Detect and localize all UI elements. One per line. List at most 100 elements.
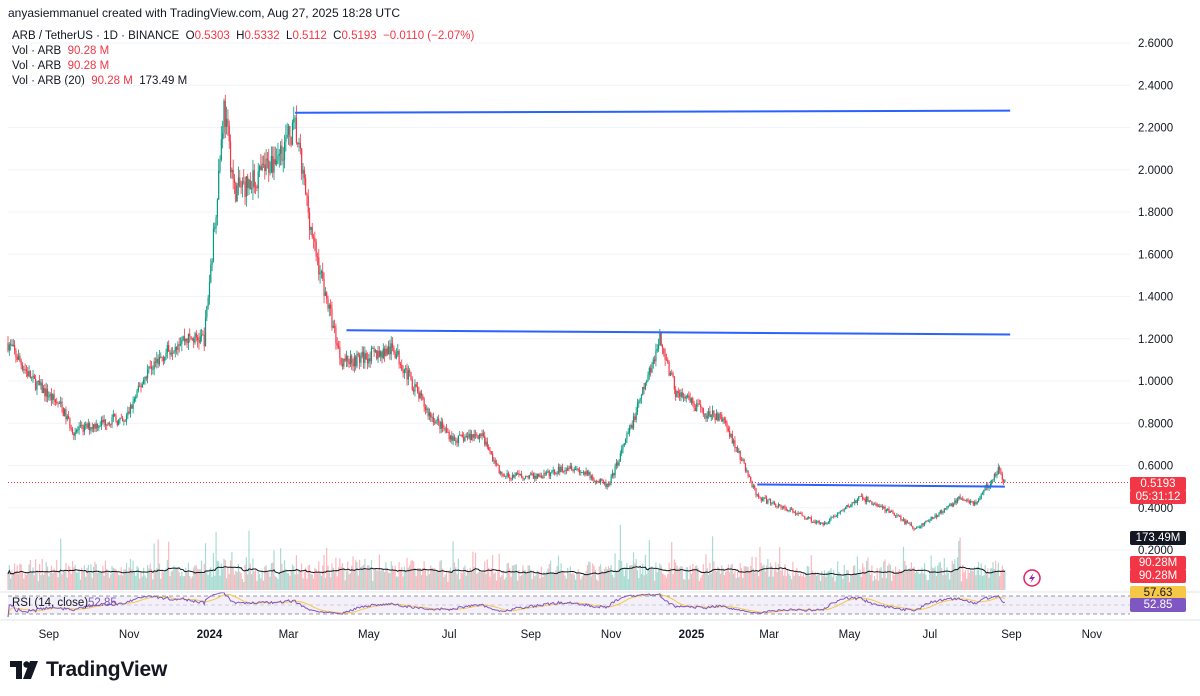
candle-body [668, 362, 670, 376]
volume-bar [277, 579, 279, 590]
candle-body [315, 241, 317, 257]
volume-bar [817, 573, 819, 590]
volume-bar [950, 573, 952, 590]
legend-vol1-row[interactable]: Vol · ARB 90.28 M [12, 44, 474, 59]
volume-bar [963, 572, 965, 590]
candle-body [440, 421, 442, 429]
candle-body [769, 499, 772, 504]
volume-bar [119, 575, 121, 590]
volume-bar [752, 568, 754, 590]
candle-body [912, 526, 914, 528]
volume-bar [830, 568, 832, 590]
candle-body [748, 476, 751, 477]
volume-bar [510, 576, 512, 590]
candle-body [327, 298, 329, 309]
volume-bar [219, 575, 221, 590]
volume-bar [103, 575, 105, 590]
volume-bar [623, 576, 625, 590]
candle-body [917, 526, 919, 528]
candle-body [422, 396, 424, 400]
horizontal-line[interactable] [346, 329, 1011, 336]
tradingview-logo[interactable]: TradingView [10, 658, 167, 682]
candle-body [311, 227, 313, 237]
volume-bar [244, 564, 246, 590]
candle-body [139, 385, 141, 387]
volume-bar [77, 572, 79, 590]
candle-body [136, 390, 138, 397]
volume-bar [656, 572, 658, 590]
time-axis[interactable]: Sep Nov 2024 Mar May Jul Sep Nov 2025 Mar May Jul Se… [39, 629, 1103, 641]
volume-bar [12, 573, 14, 590]
candle-body [960, 498, 963, 500]
volume-bar [331, 563, 333, 590]
candle-body [415, 384, 417, 387]
volume-bar [798, 575, 801, 590]
horizontal-line[interactable] [295, 109, 1011, 114]
candle-body [980, 494, 982, 499]
volume-bar [56, 559, 58, 590]
candle-body [688, 395, 690, 398]
volume-bar [336, 576, 338, 590]
candle-body [968, 501, 970, 503]
last-price-tag: 0.5193 [1130, 477, 1186, 491]
candle-body [247, 176, 249, 189]
candle-body [231, 169, 233, 173]
volume-bar [494, 572, 496, 590]
candle-body [945, 508, 947, 510]
volume-bar [600, 564, 602, 590]
candle-body [660, 331, 662, 346]
candle-body [776, 506, 778, 508]
volume-bar [611, 574, 614, 590]
candle-body [251, 188, 253, 190]
candle-body [83, 425, 85, 432]
candle-body [656, 348, 658, 351]
volume-bar [571, 573, 573, 590]
candle-body [764, 497, 766, 499]
price-axis[interactable]: 2.60002.40002.20002.00001.80001.60001.40… [1138, 38, 1173, 557]
candle-body [237, 177, 240, 186]
horizontal-line[interactable] [757, 483, 1005, 488]
volume-bar [650, 569, 652, 590]
legend-change: −0.0110 (−2.07%) [383, 30, 475, 42]
volume-bar [913, 566, 915, 590]
candle-body [420, 392, 423, 397]
volume-bar [110, 574, 112, 590]
volume-bar [796, 568, 798, 590]
volume-bar [31, 572, 33, 590]
lightning-icon[interactable] [1023, 569, 1041, 587]
volume-bar [274, 576, 276, 590]
candle-body [780, 505, 782, 508]
candle-body [49, 393, 51, 397]
volume-bar [455, 567, 457, 590]
candle-body [744, 463, 747, 472]
legend-symbol[interactable]: ARB / TetherUS · 1D · BINANCE [12, 30, 180, 42]
candle-body [926, 520, 928, 522]
candle-body [145, 376, 147, 379]
volume-bar [468, 571, 470, 590]
volume-bar [722, 568, 724, 590]
volume-bar [636, 570, 639, 590]
volume-bar [565, 578, 567, 590]
volume-bar [67, 565, 70, 590]
candle-body [686, 395, 689, 397]
candle-body [517, 473, 519, 474]
candle-body [935, 515, 938, 518]
volume-bar [634, 563, 636, 590]
trend-lines[interactable] [295, 109, 1011, 488]
volume-bar [448, 570, 450, 590]
rsi-label[interactable]: RSI (14, close) [12, 597, 88, 609]
legend-vol3-row[interactable]: Vol · ARB (20) 90.28 M 173.49 M [12, 74, 474, 89]
volume-bar [19, 563, 21, 590]
legend-vol2-row[interactable]: Vol · ARB 90.28 M [12, 59, 474, 74]
candle-body [910, 523, 912, 527]
volume-bar [42, 574, 45, 590]
candle-body [140, 386, 142, 388]
candle-body [7, 342, 9, 351]
candle-body [245, 176, 247, 197]
volume-bar [29, 559, 31, 590]
volume-bar [486, 559, 488, 590]
candle-body [647, 374, 649, 381]
volume-bar [991, 568, 993, 590]
candle-body [445, 428, 448, 433]
